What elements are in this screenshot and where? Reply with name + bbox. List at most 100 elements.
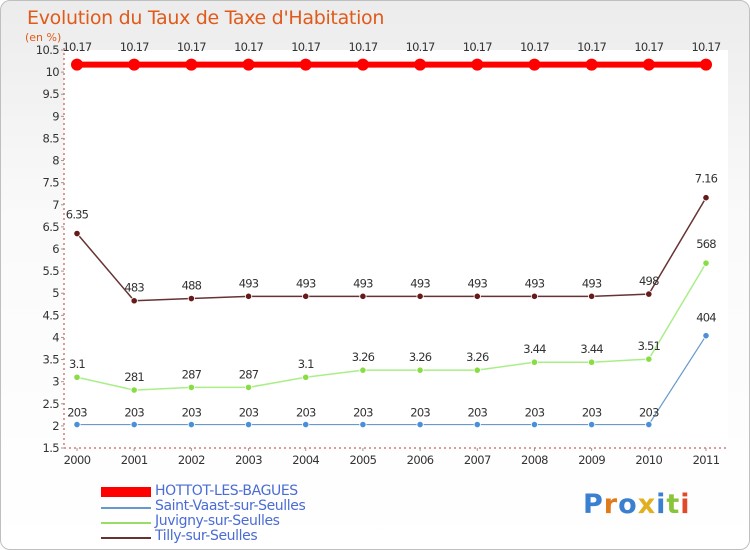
data-label-saint-vaast: 203 <box>467 406 487 420</box>
x-tick-label: 2011 <box>693 453 720 467</box>
data-label-hottot: 10.17 <box>234 40 263 54</box>
logo-letter: r <box>603 489 619 520</box>
data-label-tilly: 493 <box>410 276 430 290</box>
data-point-juvigny <box>416 366 424 374</box>
y-tick-label: 9 <box>52 109 59 123</box>
x-tick-label: 2007 <box>464 453 491 467</box>
x-tick-label: 2005 <box>349 453 376 467</box>
y-tick-label: 3.5 <box>43 353 60 367</box>
data-label-saint-vaast: 203 <box>124 406 144 420</box>
data-label-juvigny: 3.1 <box>298 357 314 371</box>
logo-letter: t <box>666 489 681 520</box>
data-label-hottot: 10.17 <box>348 40 377 54</box>
y-tick-label: 9.5 <box>43 87 60 101</box>
data-point-saint-vaast <box>416 420 424 429</box>
legend-label-saint-vaast: Saint-Vaast-sur-Seulles <box>155 498 306 514</box>
data-label-tilly: 493 <box>467 276 487 290</box>
x-tick-label: 2001 <box>121 453 148 467</box>
data-point-saint-vaast <box>645 420 653 429</box>
data-point-juvigny <box>359 366 367 374</box>
data-point-juvigny <box>588 358 596 366</box>
data-label-juvigny: 3.1 <box>69 357 85 371</box>
data-point-juvigny <box>702 259 710 267</box>
data-point-hottot <box>299 58 312 71</box>
data-label-juvigny: 3.44 <box>523 342 546 356</box>
y-tick-label: 1.5 <box>43 441 60 455</box>
y-tick-label: 7 <box>52 198 59 212</box>
legend-label-juvigny: Juvigny-sur-Seulles <box>155 513 280 529</box>
data-point-hottot <box>242 58 255 71</box>
data-point-hottot <box>528 58 541 71</box>
data-point-hottot <box>700 58 712 71</box>
logo-letter: P <box>583 489 604 520</box>
data-point-juvigny <box>302 373 310 381</box>
data-point-tilly <box>588 292 596 300</box>
logo-letter: i <box>656 489 667 520</box>
data-label-tilly: 483 <box>124 281 144 295</box>
data-point-hottot <box>642 58 655 71</box>
y-tick-label: 6 <box>52 242 59 256</box>
data-label-hottot: 10.17 <box>463 40 492 54</box>
x-tick-label: 2003 <box>235 453 262 467</box>
data-point-saint-vaast <box>588 420 596 429</box>
data-label-hottot: 10.17 <box>406 40 435 54</box>
data-point-tilly <box>359 292 367 300</box>
data-label-juvigny: 281 <box>124 370 144 384</box>
data-label-juvigny: 3.51 <box>638 339 661 353</box>
data-point-tilly <box>187 294 195 303</box>
y-unit-label: (en %) <box>25 31 62 44</box>
data-label-tilly: 7.16 <box>695 172 718 186</box>
data-point-tilly <box>473 292 481 300</box>
legend-swatch-tilly <box>101 537 151 539</box>
data-label-juvigny: 3.44 <box>580 342 603 356</box>
y-tick-label: 8.5 <box>43 131 60 145</box>
data-label-juvigny: 568 <box>696 237 716 251</box>
data-point-tilly <box>244 292 253 300</box>
x-tick-label: 2010 <box>635 453 662 467</box>
y-tick-label: 2.5 <box>43 397 60 411</box>
data-label-saint-vaast: 404 <box>696 311 716 325</box>
data-label-hottot: 10.17 <box>692 40 721 54</box>
data-label-tilly: 488 <box>182 279 202 293</box>
data-point-hottot <box>356 58 369 71</box>
data-label-saint-vaast: 203 <box>182 406 202 420</box>
data-label-tilly: 498 <box>639 274 659 288</box>
data-point-hottot <box>585 58 598 71</box>
y-tick-label: 3 <box>52 375 59 389</box>
plot-area <box>64 50 728 448</box>
logo-letter: i <box>680 489 691 520</box>
data-point-saint-vaast <box>473 420 481 429</box>
y-tick-label: 8 <box>52 154 59 168</box>
data-label-saint-vaast: 203 <box>639 406 659 420</box>
data-label-hottot: 10.17 <box>577 40 606 54</box>
data-point-tilly <box>702 194 710 202</box>
data-point-juvigny <box>473 366 481 374</box>
data-label-hottot: 10.17 <box>291 40 320 54</box>
data-label-tilly: 493 <box>296 276 316 290</box>
data-label-tilly: 493 <box>239 276 259 290</box>
chart-title: Evolution du Taux de Taxe d'Habitation <box>27 7 385 29</box>
data-point-saint-vaast <box>187 420 195 429</box>
logo-letter: o <box>618 489 638 520</box>
data-point-juvigny <box>645 355 653 363</box>
legend-swatch-juvigny <box>101 522 151 524</box>
y-tick-label: 7.5 <box>43 176 60 190</box>
data-label-juvigny: 3.26 <box>466 350 489 364</box>
y-tick-label: 4 <box>52 330 59 344</box>
x-tick-label: 2008 <box>521 453 548 467</box>
data-label-saint-vaast: 203 <box>582 406 602 420</box>
data-point-saint-vaast <box>530 420 539 429</box>
data-point-saint-vaast <box>244 420 253 429</box>
data-point-juvigny <box>73 373 81 381</box>
data-label-hottot: 10.17 <box>520 40 549 54</box>
data-point-tilly <box>416 292 424 300</box>
legend-swatch-saint-vaast <box>101 507 151 509</box>
x-tick-label: 2009 <box>578 453 605 467</box>
y-tick-label: 10.5 <box>36 43 59 57</box>
data-point-hottot <box>128 58 141 71</box>
logo-letter: x <box>637 489 657 520</box>
data-point-saint-vaast <box>130 420 138 429</box>
data-point-tilly <box>645 290 653 298</box>
